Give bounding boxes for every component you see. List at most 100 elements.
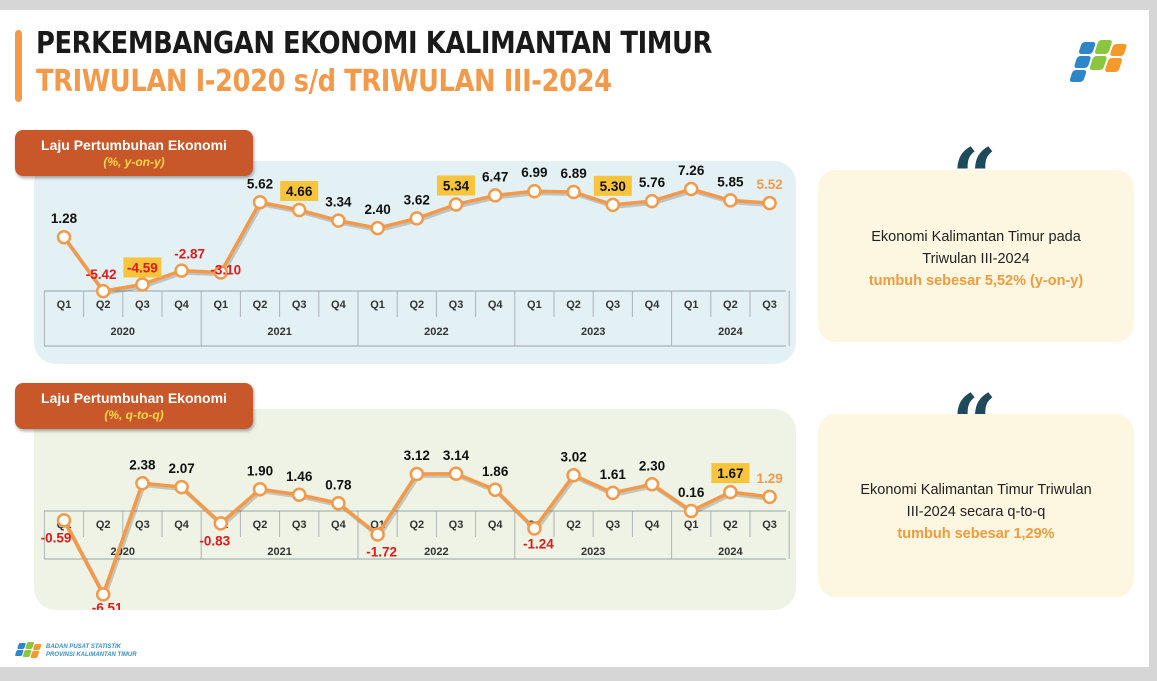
- quarter-label: Q3: [292, 519, 307, 531]
- data-point: [762, 195, 777, 211]
- data-label: 3.02: [560, 449, 586, 464]
- data-label: 0.78: [325, 477, 352, 492]
- quarter-label: Q1: [684, 519, 699, 531]
- data-point: [56, 229, 72, 245]
- year-label: 2020: [111, 326, 135, 338]
- chart-qtq-subtitle: (%, q-to-q): [104, 408, 164, 422]
- quarter-label: Q2: [253, 299, 268, 311]
- highlight-box: [711, 463, 750, 484]
- data-label: 1.29: [756, 471, 782, 486]
- card-qtq-line2: III-2024 secara q-to-q: [906, 504, 1046, 520]
- data-point: [331, 213, 346, 228]
- quarter-label: Q4: [488, 519, 504, 531]
- data-label: -5.42: [86, 267, 117, 282]
- data-label: -1.72: [366, 545, 397, 560]
- data-point: [409, 466, 425, 482]
- data-point: [135, 476, 150, 491]
- summary-card-qtq: Ekonomi Kalimantan Timur Triwulan III-20…: [818, 414, 1134, 597]
- data-label: 5.85: [717, 174, 744, 189]
- data-point: [291, 487, 307, 502]
- data-point: [213, 265, 229, 280]
- quarter-label: Q1: [527, 299, 542, 311]
- quarter-label: Q2: [566, 519, 581, 531]
- highlight-box: [123, 257, 162, 278]
- data-point: [448, 466, 464, 481]
- data-label: 6.47: [482, 169, 508, 184]
- quarter-label: Q2: [253, 519, 268, 531]
- data-label: -2.87: [174, 247, 205, 262]
- data-label: 4.66: [286, 184, 313, 199]
- year-label: 2023: [581, 326, 605, 338]
- data-label: -4.59: [127, 260, 158, 275]
- card-qtq-highlight: tumbuh sebesar 1,29%: [897, 526, 1055, 542]
- quarter-label: Q3: [449, 519, 464, 531]
- data-point: [683, 181, 699, 197]
- data-point: [527, 183, 542, 199]
- data-point: [448, 197, 464, 212]
- quarter-label: Q4: [174, 519, 190, 531]
- data-label: 3.62: [404, 192, 430, 207]
- data-label: 5.52: [756, 177, 782, 192]
- data-point: [683, 503, 699, 519]
- data-point: [723, 484, 738, 500]
- card-qtq-line1: Ekonomi Kalimantan Timur Triwulan: [860, 482, 1092, 498]
- data-label: 5.62: [247, 176, 273, 191]
- chart-qtq-title-tag: Laju Pertumbuhan Ekonomi (%, q-to-q): [15, 383, 253, 429]
- data-label: 3.34: [325, 195, 352, 210]
- data-label: 6.99: [521, 165, 547, 180]
- year-label: 2022: [424, 326, 448, 338]
- summary-card-yoy: Ekonomi Kalimantan Timur pada Triwulan I…: [818, 170, 1134, 342]
- data-label: -3.10: [210, 262, 241, 277]
- data-label: -6.51: [92, 600, 123, 610]
- chart-yoy-title: Laju Pertumbuhan Ekonomi: [41, 137, 227, 153]
- data-label: 5.30: [600, 179, 626, 194]
- quarter-label: Q3: [292, 299, 307, 311]
- series-line: [62, 472, 770, 597]
- quarter-label: Q1: [370, 299, 385, 311]
- year-label: 2023: [581, 546, 605, 558]
- data-label: 0.16: [678, 485, 705, 500]
- chart-qtq-title: Laju Pertumbuhan Ekonomi: [41, 390, 227, 406]
- right-border: [1149, 0, 1157, 681]
- bps-logo-icon: [1069, 40, 1127, 82]
- data-label: -1.24: [523, 537, 554, 552]
- year-label: 2022: [424, 546, 448, 558]
- data-label: 2.07: [168, 461, 194, 476]
- data-label: -0.59: [41, 530, 72, 545]
- quarter-label: Q1: [684, 299, 699, 311]
- data-point: [566, 468, 581, 483]
- footer-line1: BADAN PUSAT STATISTIK: [46, 644, 121, 650]
- quarter-label: Q3: [135, 299, 150, 311]
- data-point: [605, 485, 621, 501]
- quarter-label: Q2: [96, 519, 111, 531]
- data-label: 3.14: [443, 448, 470, 463]
- title-accent-bar: [15, 30, 22, 102]
- data-label: -0.83: [199, 533, 230, 548]
- chart-yoy-title-tag: Laju Pertumbuhan Ekonomi (%, y-on-y): [15, 130, 253, 176]
- quarter-label: Q1: [213, 299, 228, 311]
- data-label: 2.38: [129, 457, 156, 472]
- quarter-label: Q4: [488, 299, 504, 311]
- data-point: [370, 527, 385, 542]
- quarter-label: Q2: [723, 519, 738, 531]
- quarter-label: Q3: [605, 519, 620, 531]
- data-point: [331, 496, 346, 511]
- quarter-label: Q1: [57, 299, 72, 311]
- year-label: 2024: [718, 326, 743, 338]
- data-point: [56, 513, 72, 528]
- quarter-label: Q3: [135, 519, 150, 531]
- chart-panel-yoy: Q1 Q2 Q3 Q4 Q1 Q2 Q3 Q4 Q1 Q2 Q3 Q4 Q1 Q2 Q3 Q4 Q1 Q2 Q3 20…: [34, 161, 796, 364]
- year-label: 2024: [718, 546, 743, 558]
- quarter-label: Q4: [174, 299, 190, 311]
- quarter-label: Q2: [409, 299, 424, 311]
- data-point: [487, 482, 503, 497]
- quarter-label: Q3: [449, 299, 464, 311]
- chart-yoy-subtitle: (%, y-on-y): [103, 155, 165, 169]
- card-yoy-line2: Triwulan III-2024: [922, 251, 1030, 267]
- chart-qtq: Q1Q2Q3Q4Q1Q2Q3Q4Q1Q2Q3Q4Q1Q2Q3Q4Q1Q2Q320…: [41, 448, 790, 610]
- data-label: 5.76: [639, 175, 666, 190]
- data-point: [213, 516, 229, 531]
- data-point: [95, 587, 111, 602]
- data-point: [644, 193, 660, 209]
- page-subtitle: TRIWULAN I-2020 s/d TRIWULAN III-2024: [36, 64, 612, 99]
